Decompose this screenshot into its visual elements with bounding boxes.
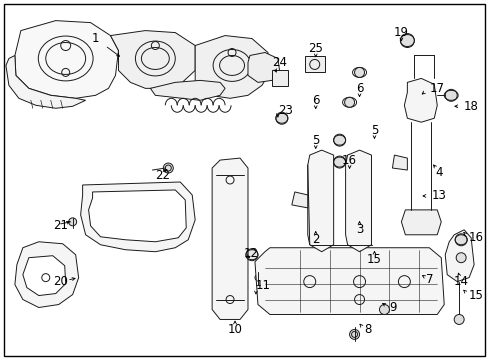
Text: 15: 15: [468, 289, 483, 302]
Text: 8: 8: [364, 323, 371, 336]
Text: 23: 23: [277, 104, 292, 117]
Circle shape: [455, 253, 465, 263]
Polygon shape: [392, 155, 407, 170]
Text: 9: 9: [388, 301, 396, 314]
Polygon shape: [307, 150, 333, 252]
Circle shape: [453, 315, 463, 324]
Polygon shape: [195, 36, 269, 98]
Circle shape: [275, 112, 287, 124]
Text: 14: 14: [453, 275, 468, 288]
Polygon shape: [401, 210, 440, 235]
Polygon shape: [304, 57, 324, 72]
Polygon shape: [110, 31, 195, 88]
Text: 6: 6: [355, 82, 363, 95]
Polygon shape: [247, 53, 279, 82]
Circle shape: [333, 156, 345, 168]
Text: 15: 15: [366, 253, 381, 266]
Circle shape: [444, 89, 456, 101]
Circle shape: [333, 134, 345, 146]
Text: 25: 25: [307, 42, 323, 55]
Text: 13: 13: [430, 189, 445, 202]
Circle shape: [454, 234, 466, 246]
Circle shape: [379, 305, 388, 315]
Polygon shape: [271, 71, 287, 86]
Text: 5: 5: [311, 134, 319, 147]
Polygon shape: [404, 78, 436, 122]
Polygon shape: [15, 21, 118, 98]
Text: 24: 24: [271, 56, 286, 69]
Circle shape: [354, 67, 364, 77]
Text: 10: 10: [227, 323, 242, 336]
Text: 18: 18: [463, 100, 478, 113]
Text: 4: 4: [435, 166, 442, 179]
Text: 17: 17: [428, 82, 444, 95]
Circle shape: [349, 329, 359, 339]
Polygon shape: [88, 190, 186, 242]
Text: 12: 12: [244, 247, 259, 260]
Circle shape: [344, 97, 354, 107]
Text: 1: 1: [92, 32, 99, 45]
Polygon shape: [23, 256, 65, 296]
Text: 2: 2: [311, 233, 319, 246]
Text: 11: 11: [255, 279, 270, 292]
Text: 16: 16: [468, 231, 483, 244]
Polygon shape: [6, 55, 85, 108]
Polygon shape: [81, 182, 195, 252]
Polygon shape: [254, 248, 443, 315]
Text: 3: 3: [355, 223, 363, 236]
Text: 5: 5: [370, 124, 377, 137]
Text: 7: 7: [425, 273, 432, 286]
Circle shape: [254, 275, 261, 280]
Polygon shape: [212, 158, 247, 319]
Text: 21: 21: [53, 219, 68, 232]
Circle shape: [400, 33, 413, 48]
Polygon shape: [345, 150, 371, 252]
Text: 22: 22: [155, 168, 170, 181]
Polygon shape: [291, 192, 307, 208]
Text: 6: 6: [311, 94, 319, 107]
Circle shape: [245, 249, 258, 261]
Polygon shape: [444, 230, 473, 282]
Circle shape: [68, 218, 77, 226]
Circle shape: [163, 163, 173, 173]
Polygon shape: [150, 80, 224, 100]
Text: 19: 19: [393, 26, 408, 39]
Polygon shape: [15, 242, 79, 307]
Text: 16: 16: [342, 154, 356, 167]
Text: 20: 20: [53, 275, 68, 288]
